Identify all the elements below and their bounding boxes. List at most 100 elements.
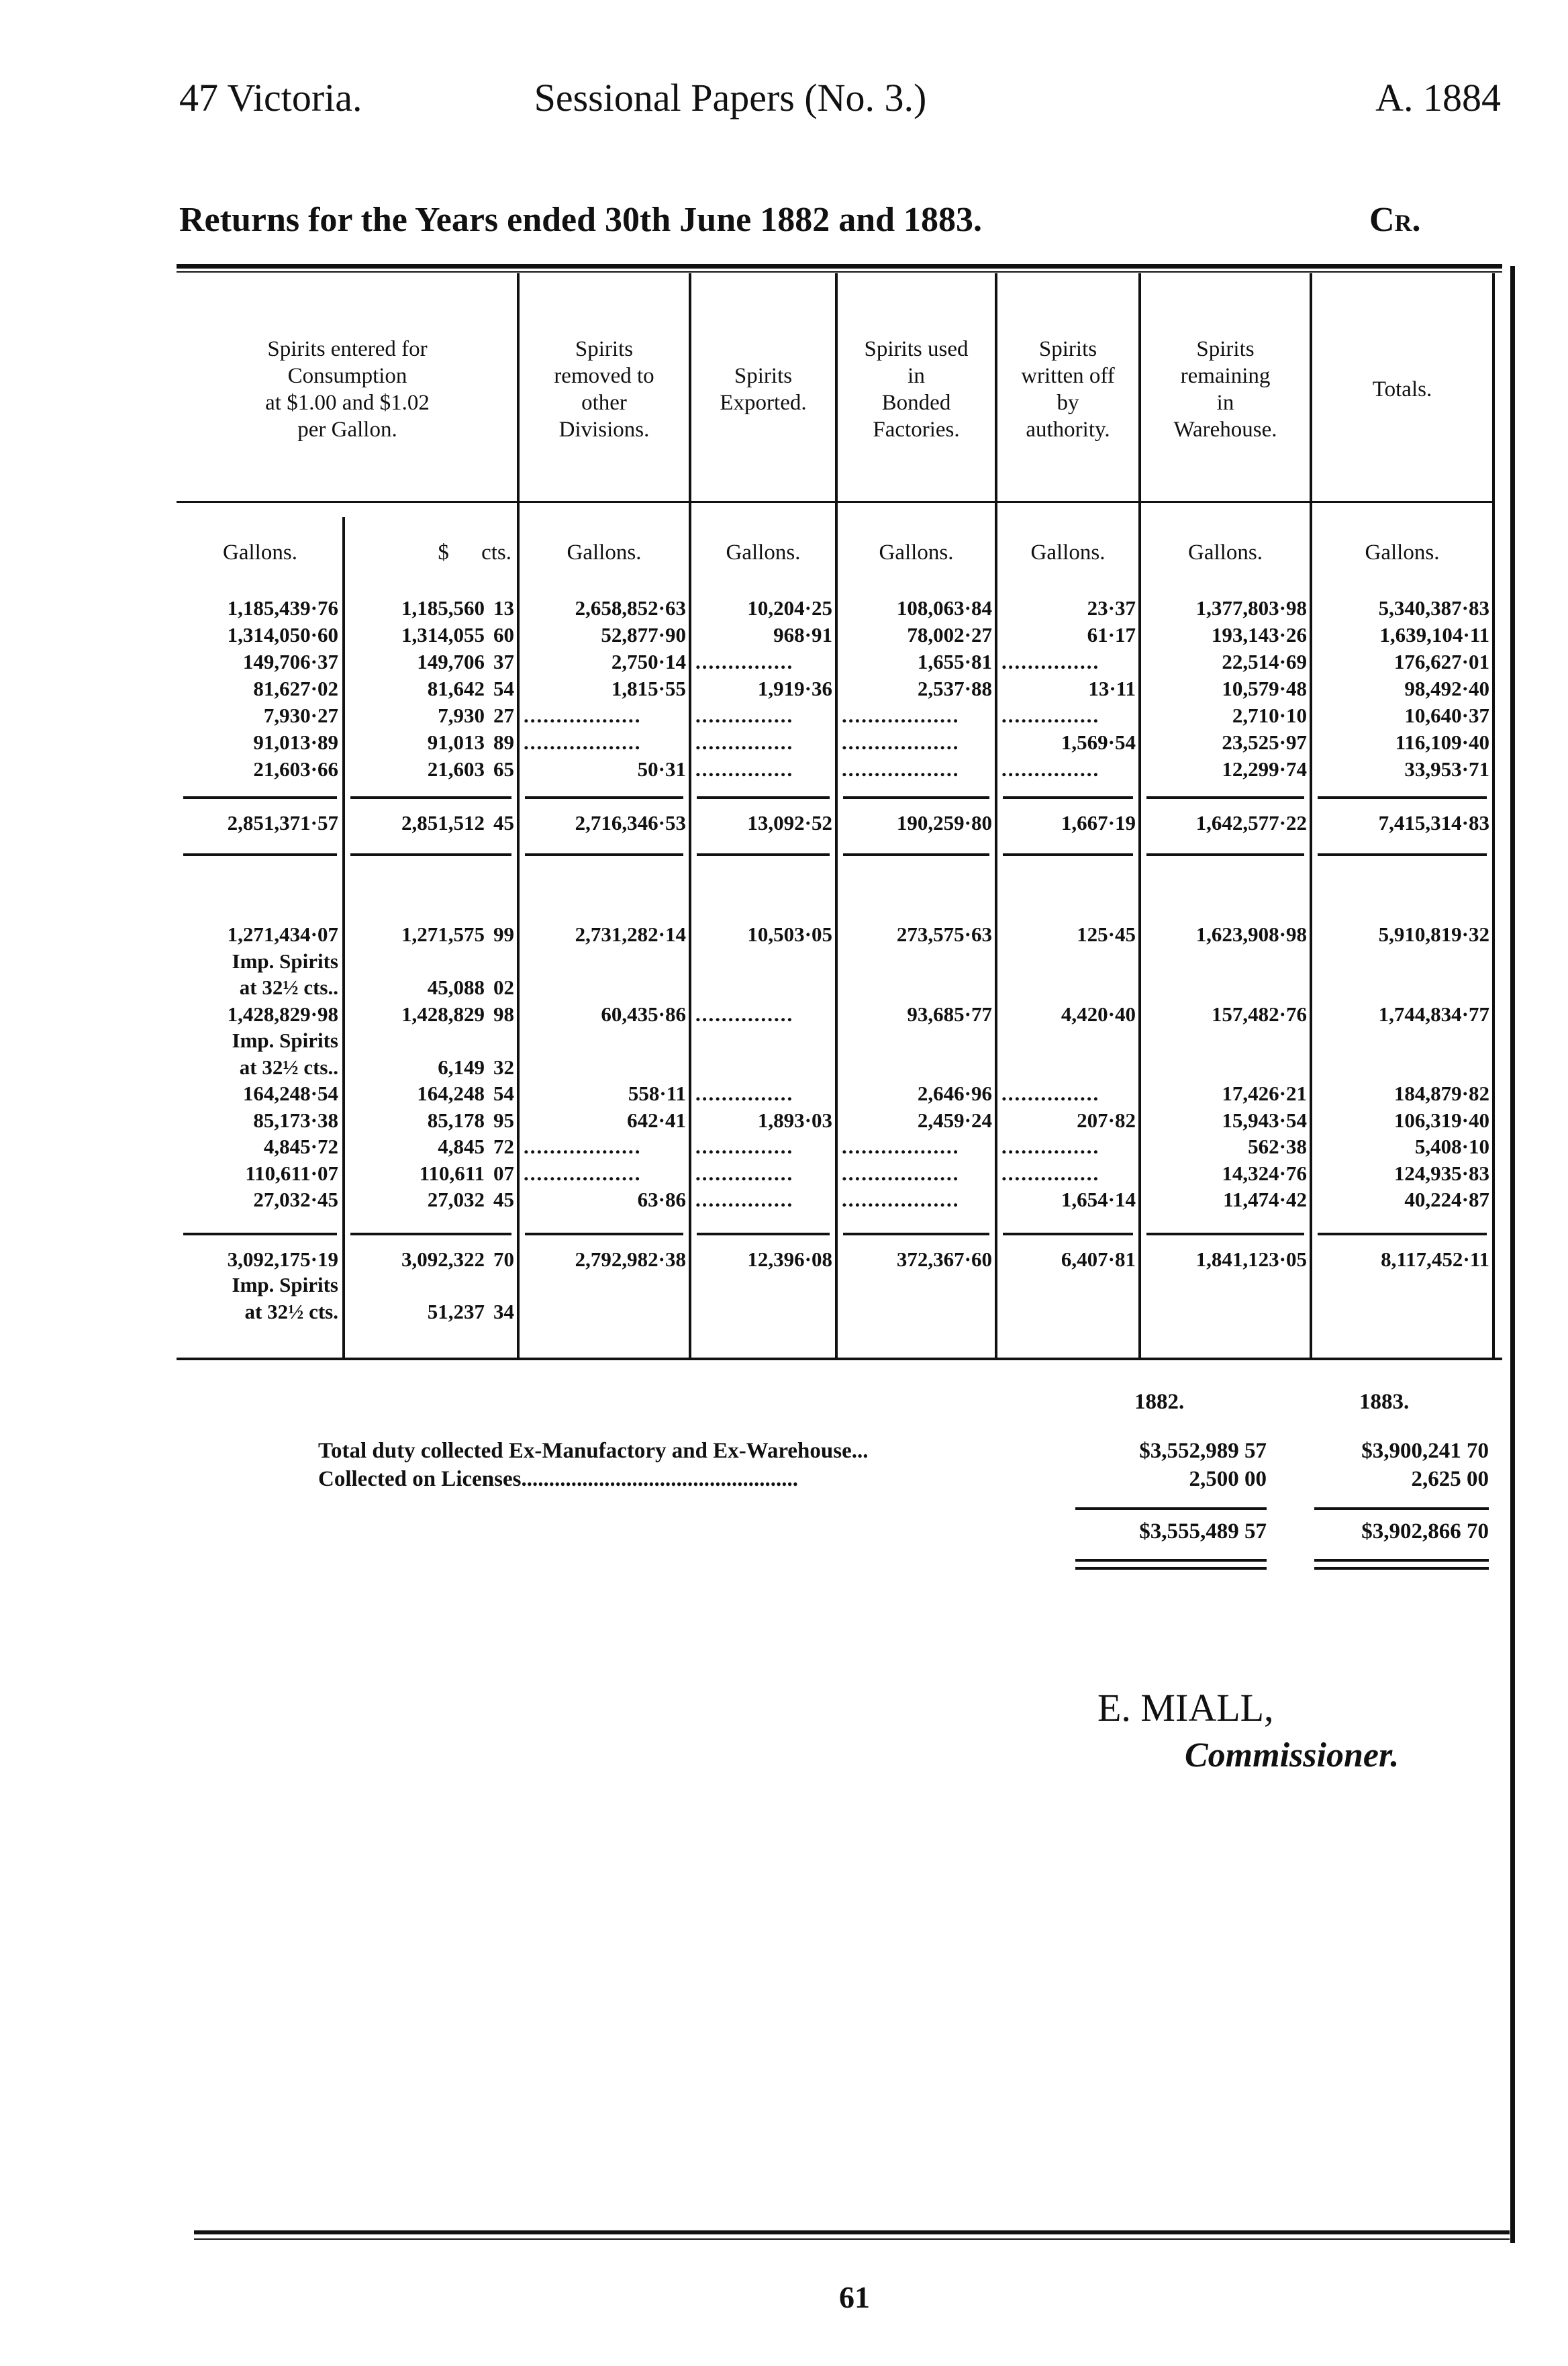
table-row-cell: Imp. Spirits bbox=[232, 949, 338, 973]
signature-name: E. MIALL, bbox=[1097, 1686, 1274, 1730]
summary-1883: 2,625 00 bbox=[1411, 1467, 1489, 1491]
header-session: 47 Victoria. bbox=[179, 76, 362, 120]
table-row-cell: 1,377,803·98 bbox=[1195, 596, 1307, 620]
table-row-cell: 60 bbox=[493, 623, 514, 647]
header-year: A. 1884 bbox=[1375, 76, 1501, 120]
table-row-cell: 63·86 bbox=[637, 1188, 686, 1211]
subtotal-rule bbox=[525, 796, 683, 799]
table-row-cell: 21,603 bbox=[427, 757, 485, 781]
total-row-cell: 190,259·80 bbox=[896, 811, 992, 835]
table-row-cell: 45 bbox=[493, 1188, 514, 1211]
unit-label: Gallons. bbox=[726, 540, 801, 565]
table-row-cell: 2,658,852·63 bbox=[575, 596, 686, 620]
table-row-cell: 1,428,829·98 bbox=[227, 1002, 338, 1026]
table-row-cell: 1,185,560 bbox=[401, 596, 485, 620]
table-row-cell: 13·11 bbox=[1088, 677, 1136, 700]
summary-1882: $3,552,989 57 bbox=[1139, 1439, 1267, 1463]
table-row-cell: 642·41 bbox=[627, 1108, 686, 1132]
table-row-cell: ............... bbox=[695, 1135, 794, 1158]
table-row-cell: 1,744,834·77 bbox=[1378, 1002, 1489, 1026]
summary-total-1882: $3,555,489 57 bbox=[1139, 1519, 1267, 1544]
table-row-cell: 7,930·27 bbox=[263, 704, 338, 727]
table-row-cell: .................. bbox=[842, 730, 960, 754]
subtotal-rule bbox=[183, 1233, 337, 1235]
table-row-cell: 15,943·54 bbox=[1222, 1108, 1307, 1132]
table-row-cell: 78,002·27 bbox=[907, 623, 992, 647]
table-row-cell: ............... bbox=[695, 1161, 794, 1185]
table-row-cell: 1,428,829 bbox=[401, 1002, 485, 1026]
subtotal-rule bbox=[1003, 796, 1133, 799]
table-row-cell: 91,013 bbox=[427, 730, 485, 754]
table-row-cell: .................. bbox=[842, 757, 960, 781]
table-row-cell: 23,525·97 bbox=[1222, 730, 1307, 754]
table-row-cell: 14,324·76 bbox=[1222, 1161, 1307, 1185]
table-row-cell: 1,271,575 bbox=[401, 922, 485, 946]
table-row-cell: 95 bbox=[493, 1108, 514, 1132]
total-row-cell: 45 bbox=[493, 811, 514, 835]
table-row-cell: 193,143·26 bbox=[1211, 623, 1307, 647]
table-row-cell: 99 bbox=[493, 922, 514, 946]
column-header: Spirits remaining in Warehouse. bbox=[1173, 337, 1277, 442]
table-row-cell: .................. bbox=[842, 1135, 960, 1158]
table-row-cell: 10,204·25 bbox=[747, 596, 832, 620]
subtotal-rule bbox=[1003, 1233, 1133, 1235]
subtotal-rule bbox=[843, 796, 989, 799]
table-row-cell: 1,623,908·98 bbox=[1195, 922, 1307, 946]
unit-label: Gallons. bbox=[1365, 540, 1440, 565]
table-row-cell: 2,710·10 bbox=[1232, 704, 1307, 727]
summary-double-rule bbox=[1075, 1559, 1267, 1562]
table-row-cell: 10,640·37 bbox=[1404, 704, 1489, 727]
table-row-cell: 54 bbox=[493, 677, 514, 700]
table-row-cell: 7,930 bbox=[438, 704, 485, 727]
page-number: 61 bbox=[839, 2280, 870, 2314]
table-row-cell: 27,032·45 bbox=[253, 1188, 338, 1211]
year-1883-heading: 1883. bbox=[1359, 1390, 1410, 1414]
table-row-cell: 2,537·88 bbox=[917, 677, 992, 700]
table-row-cell: 10,503·05 bbox=[747, 922, 832, 946]
table-top-rule-thin bbox=[177, 271, 1502, 273]
subtotal-rule bbox=[1003, 853, 1133, 856]
table-bottom-rule bbox=[177, 1358, 1502, 1360]
total-row-cell: Imp. Spirits bbox=[232, 1273, 338, 1296]
table-row-cell: 149,706 bbox=[417, 650, 485, 673]
table-row-cell: 5,340,387·83 bbox=[1378, 596, 1489, 620]
summary-total-1883: $3,902,866 70 bbox=[1361, 1519, 1489, 1544]
table-row-cell: 4,420·40 bbox=[1061, 1002, 1136, 1026]
subtotal-rule bbox=[1318, 1233, 1487, 1235]
table-row-cell: 4,845 bbox=[438, 1135, 485, 1158]
table-row-cell: 1,185,439·76 bbox=[227, 596, 338, 620]
table-row-cell: 1,815·55 bbox=[611, 677, 686, 700]
summary-1882: 2,500 00 bbox=[1189, 1467, 1267, 1491]
total-row-cell: 2,851,371·57 bbox=[227, 811, 338, 835]
total-row-cell: 372,367·60 bbox=[896, 1247, 992, 1271]
table-row-cell: 22,514·69 bbox=[1222, 650, 1307, 673]
table-row-cell: 89 bbox=[493, 730, 514, 754]
table-row-cell: 60,435·86 bbox=[601, 1002, 686, 1026]
credit-label: Cr. bbox=[1369, 201, 1421, 239]
summary-rule bbox=[1075, 1507, 1267, 1510]
table-row-cell: 110,611·07 bbox=[245, 1161, 338, 1185]
summary-rule bbox=[1314, 1507, 1489, 1510]
table-row-cell: ............... bbox=[1001, 757, 1100, 781]
table-row-cell: at 32½ cts.. bbox=[239, 976, 338, 999]
total-row-cell: 51,237 bbox=[427, 1300, 485, 1323]
table-row-cell: at 32½ cts.. bbox=[239, 1055, 338, 1079]
table-row-cell: 81,642 bbox=[427, 677, 485, 700]
subtotal-rule bbox=[697, 796, 830, 799]
table-row-cell: 50·31 bbox=[637, 757, 686, 781]
table-row-cell: 33,953·71 bbox=[1404, 757, 1489, 781]
subtotal-rule bbox=[843, 853, 989, 856]
table-row-cell: .................. bbox=[842, 1188, 960, 1211]
table-row-cell: 108,063·84 bbox=[896, 596, 992, 620]
table-row-cell: 1,893·03 bbox=[757, 1108, 832, 1132]
table-row-cell: 13 bbox=[493, 596, 514, 620]
table-row-cell: 2,750·14 bbox=[611, 650, 686, 673]
table-row-cell: 184,879·82 bbox=[1393, 1082, 1489, 1105]
table-row-cell: 52,877·90 bbox=[601, 623, 686, 647]
table-row-cell: 12,299·74 bbox=[1222, 757, 1307, 781]
table-row-cell: 558·11 bbox=[628, 1082, 686, 1105]
table-row-cell: 85,173·38 bbox=[253, 1108, 338, 1132]
table-row-cell: 27 bbox=[493, 704, 514, 727]
column-divider bbox=[517, 273, 520, 1358]
table-row-cell: ............... bbox=[695, 1002, 794, 1026]
